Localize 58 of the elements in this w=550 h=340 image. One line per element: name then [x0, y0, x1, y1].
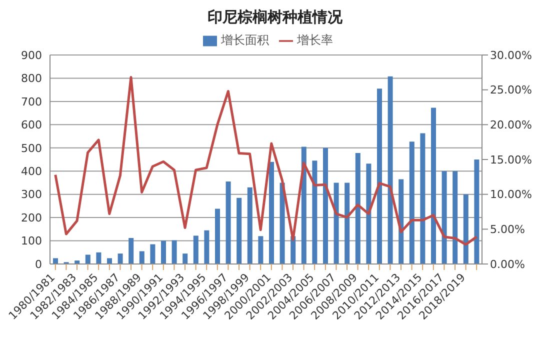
y-tick-label: 300	[21, 188, 42, 202]
bar	[150, 244, 156, 264]
chart-title: 印尼棕榈树种植情况	[206, 8, 344, 28]
y2-tick-label: 10.00%	[490, 188, 532, 202]
bar	[128, 238, 134, 264]
bar	[258, 236, 264, 264]
bar	[312, 160, 318, 264]
bar	[269, 162, 274, 264]
bar	[344, 182, 350, 264]
bar	[431, 108, 436, 264]
legend-label: 增长面积	[221, 33, 269, 47]
bar	[247, 187, 252, 264]
bar	[226, 182, 231, 264]
bar	[301, 146, 306, 264]
bar	[474, 160, 480, 264]
bar	[161, 240, 166, 264]
bar	[398, 179, 404, 264]
bar	[280, 182, 285, 264]
bar	[53, 258, 58, 264]
bar	[118, 254, 123, 264]
bar	[452, 171, 458, 264]
bar	[172, 240, 177, 264]
bar	[409, 142, 414, 264]
y-tick-label: 100	[21, 234, 42, 248]
bar	[366, 164, 372, 264]
y-tick-label: 0	[35, 258, 42, 271]
bar	[420, 133, 426, 264]
bar	[236, 198, 242, 264]
y-tick-label: 600	[21, 118, 42, 132]
bar	[85, 254, 90, 264]
y-tick-label: 200	[21, 211, 42, 224]
bar	[377, 88, 382, 264]
y2-tick-label: 15.00%	[490, 153, 532, 166]
bar	[107, 258, 112, 264]
legend-label: 增长率	[297, 33, 333, 47]
line-series	[54, 76, 478, 246]
y2-tick-label: 30.00%	[490, 48, 532, 62]
y-tick-label: 900	[21, 48, 42, 62]
bar	[463, 194, 468, 264]
bar	[355, 153, 360, 264]
bar	[388, 76, 393, 264]
y2-tick-label: 25.00%	[490, 84, 532, 97]
bar	[182, 254, 188, 264]
y-tick-label: 800	[21, 72, 42, 86]
y-tick-label: 500	[21, 142, 42, 155]
y2-tick-label: 20.00%	[490, 118, 532, 132]
bar	[193, 236, 198, 264]
bar	[442, 171, 447, 264]
bar	[334, 182, 339, 264]
bar	[204, 230, 210, 264]
y-tick-label: 400	[21, 165, 42, 178]
bar	[323, 148, 328, 264]
bar	[96, 252, 102, 264]
y2-tick-label: 0.00%	[490, 258, 525, 271]
bar	[139, 251, 144, 264]
y-tick-label: 700	[21, 95, 42, 108]
bar	[215, 208, 220, 264]
y2-tick-label: 5.00%	[490, 223, 525, 236]
